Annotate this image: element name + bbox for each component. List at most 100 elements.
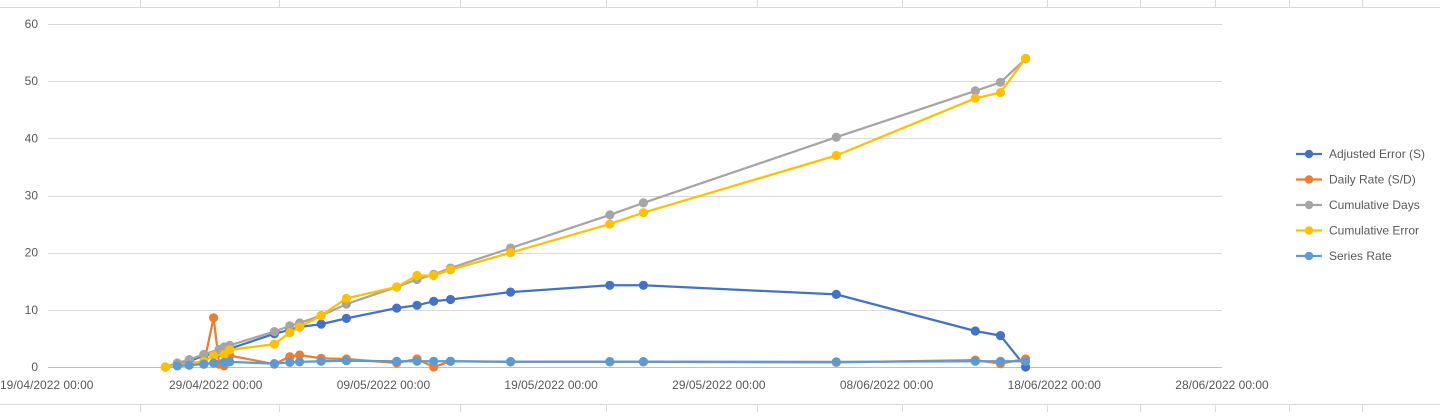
- legend-marker: [1304, 251, 1314, 261]
- data-point: [225, 345, 235, 355]
- series-2: [160, 54, 1031, 372]
- series-line: [164, 57, 1027, 369]
- legend-label: Cumulative Days: [1329, 198, 1420, 212]
- data-point: [638, 198, 649, 208]
- x-tick-label: 28/06/2022 00:00: [1175, 378, 1269, 392]
- data-point: [970, 326, 980, 336]
- gridlines: [48, 24, 1222, 368]
- data-point: [209, 358, 219, 368]
- series-3: [160, 53, 1031, 372]
- data-point: [392, 356, 402, 366]
- data-point: [445, 265, 456, 275]
- data-point: [269, 358, 279, 369]
- data-point: [429, 356, 439, 366]
- series-plot: [160, 53, 1031, 372]
- x-tick-label: 18/06/2022 00:00: [1008, 378, 1102, 392]
- x-tick-label: 29/05/2022 00:00: [672, 378, 766, 392]
- data-point: [285, 357, 295, 367]
- data-point: [294, 357, 305, 367]
- data-point: [638, 208, 649, 218]
- data-point: [605, 219, 615, 229]
- x-tick-label: 19/04/2022 00:00: [0, 378, 94, 392]
- series-4: [172, 356, 1031, 371]
- legend: Adjusted Error (S) Daily Rate (S/D) Cumula…: [1296, 147, 1425, 263]
- data-point: [1020, 53, 1031, 63]
- data-point: [225, 357, 235, 367]
- x-tick-label: 09/05/2022 00:00: [337, 378, 431, 392]
- data-point: [160, 362, 170, 372]
- data-point: [505, 248, 516, 258]
- data-point: [269, 326, 279, 337]
- data-point: [605, 356, 615, 367]
- legend-marker: [1304, 226, 1314, 235]
- data-point: [1020, 356, 1031, 366]
- x-tick-label: 08/06/2022 00:00: [840, 378, 934, 392]
- data-point: [831, 357, 841, 367]
- data-point: [995, 77, 1006, 87]
- legend-marker: [1304, 175, 1314, 184]
- data-point: [341, 293, 351, 303]
- data-point: [638, 280, 649, 290]
- legend-label: Series Rate: [1329, 249, 1392, 263]
- data-point: [172, 361, 182, 371]
- data-point: [269, 339, 279, 349]
- data-point: [445, 356, 456, 366]
- y-tick-label: 10: [25, 303, 39, 317]
- data-point: [831, 132, 841, 142]
- data-point: [294, 322, 305, 332]
- data-point: [831, 289, 841, 299]
- legend-entry: Cumulative Error: [1296, 224, 1419, 238]
- data-point: [995, 88, 1006, 98]
- data-point: [316, 319, 326, 329]
- y-tick-label: 30: [25, 189, 39, 203]
- legend-entry: Cumulative Days: [1296, 198, 1420, 212]
- y-axis: 0 10 20 30 40 50 60: [25, 17, 39, 374]
- legend-entry: Series Rate: [1296, 249, 1392, 263]
- legend-label: Adjusted Error (S): [1329, 147, 1425, 161]
- data-point: [970, 93, 980, 103]
- data-point: [316, 310, 326, 321]
- data-point: [831, 150, 841, 161]
- x-axis: 19/04/2022 00:00 29/04/2022 00:00 09/05/20…: [0, 378, 1269, 392]
- x-tick-label: 29/04/2022 00:00: [169, 378, 263, 392]
- data-point: [412, 356, 422, 366]
- data-point: [341, 313, 351, 323]
- data-point: [995, 330, 1006, 341]
- data-point: [412, 270, 422, 281]
- data-point: [392, 303, 402, 313]
- legend-entry: Daily Rate (S/D): [1296, 173, 1416, 187]
- y-tick-label: 60: [25, 17, 39, 31]
- data-point: [341, 356, 351, 366]
- data-point: [412, 300, 422, 310]
- data-point: [392, 282, 402, 292]
- data-point: [209, 313, 219, 323]
- y-tick-label: 20: [25, 246, 39, 260]
- data-point: [199, 359, 209, 369]
- legend-label: Daily Rate (S/D): [1329, 173, 1416, 187]
- data-point: [970, 356, 980, 366]
- data-point: [285, 328, 295, 338]
- y-tick-label: 40: [25, 131, 39, 145]
- data-point: [505, 356, 516, 367]
- data-point: [605, 280, 615, 290]
- data-point: [638, 356, 649, 367]
- data-point: [429, 296, 439, 306]
- legend-marker: [1304, 149, 1314, 159]
- legend-label: Cumulative Error: [1329, 224, 1419, 238]
- legend-entry: Adjusted Error (S): [1296, 147, 1425, 161]
- legend-marker: [1304, 200, 1314, 210]
- data-point: [184, 360, 194, 370]
- y-tick-label: 50: [25, 74, 39, 88]
- series-line: [164, 57, 1027, 369]
- y-tick-label: 0: [31, 360, 38, 374]
- series-line: [164, 284, 1027, 369]
- x-tick-label: 19/05/2022 00:00: [504, 378, 598, 392]
- series-line: [176, 359, 1027, 368]
- data-point: [995, 356, 1006, 366]
- data-point: [445, 294, 456, 305]
- data-point: [605, 210, 615, 220]
- data-point: [316, 356, 326, 366]
